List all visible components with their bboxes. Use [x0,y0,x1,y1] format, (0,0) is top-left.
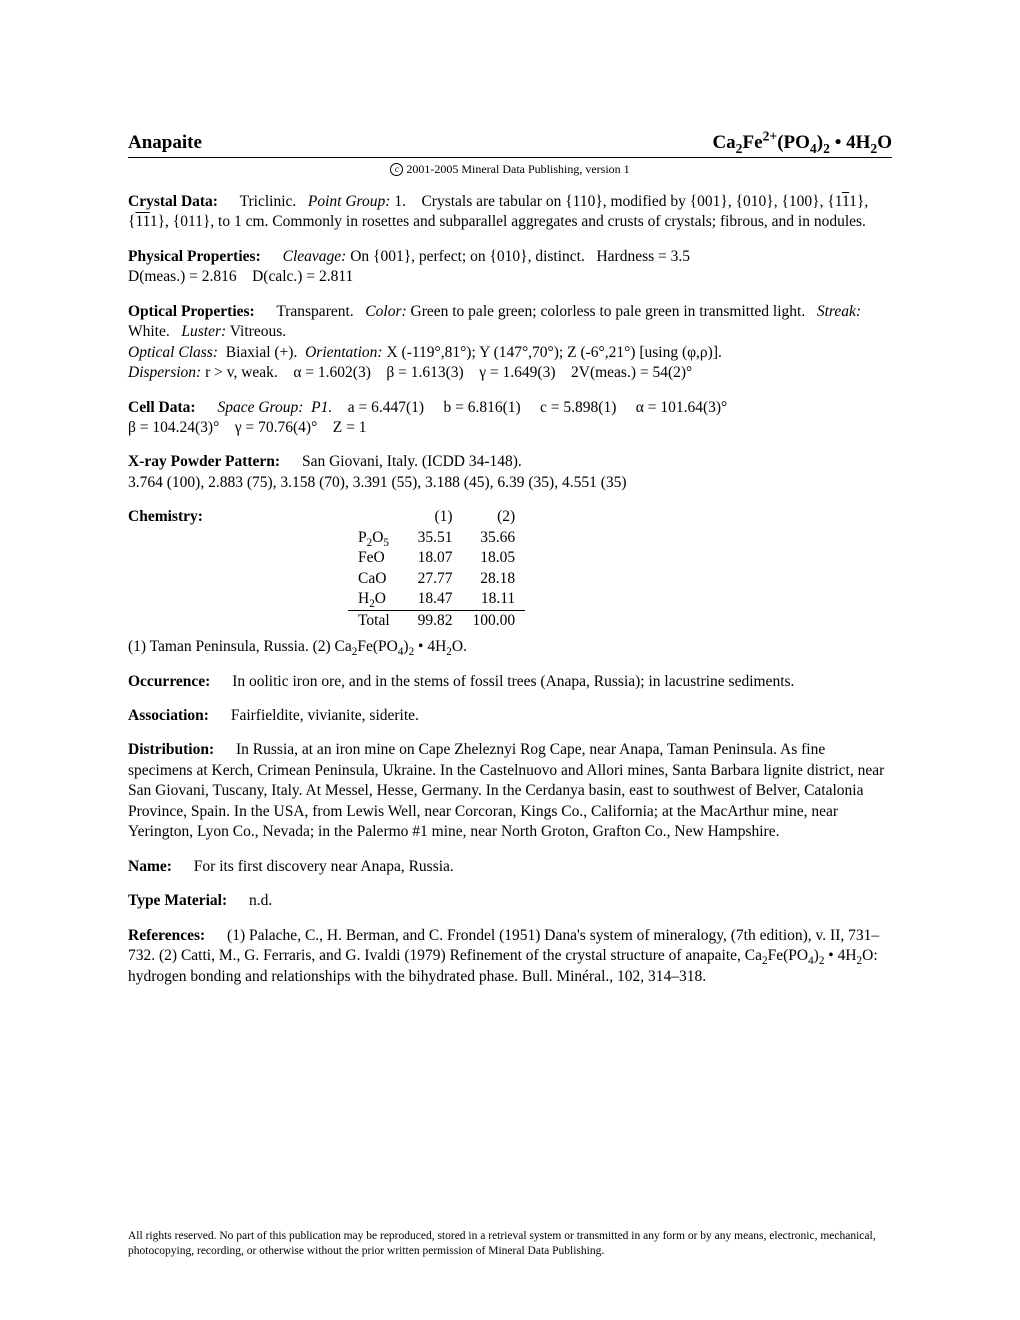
luster-label: Luster: [181,323,226,340]
hardness: Hardness = 3.5 [596,248,690,265]
references-block: References: (1) Palache, C., H. Berman, … [128,926,892,987]
occurrence-block: Occurrence: In oolitic iron ore, and in … [128,672,892,692]
references-text: (1) Palache, C., H. Berman, and C. Frond… [128,927,879,985]
cell-c: c = 5.898(1) [540,399,616,416]
streak-label: Streak: [817,303,861,320]
xray-lines: 3.764 (100), 2.883 (75), 3.158 (70), 3.3… [128,474,627,491]
color-label: Color: [365,303,406,320]
optical-class-label: Optical Class: [128,344,218,361]
two-v: 2V(meas.) = 54(2)° [571,364,692,381]
table-row: H2O 18.47 18.11 [348,589,525,610]
references-label: References: [128,927,205,944]
type-material-block: Type Material: n.d. [128,891,892,911]
col-1: (1) [408,507,463,527]
name-text: For its first discovery near Anapa, Russ… [194,858,454,875]
crystal-system: Triclinic. [240,193,297,210]
cleavage-value: On {001}, perfect; on {010}, distinct. [350,248,585,265]
physical-properties-block: Physical Properties: Cleavage: On {001},… [128,247,892,288]
xray-block: X-ray Powder Pattern: San Giovani, Italy… [128,452,892,493]
title-bar: Anapaite Ca2Fe2+(PO4)2 • 4H2O [128,130,892,158]
table-row: CaO 27.77 28.18 [348,569,525,589]
name-label: Name: [128,858,172,875]
chemical-formula: Ca2Fe2+(PO4)2 • 4H2O [712,130,892,155]
mineral-name: Anapaite [128,130,202,155]
chemistry-table: (1) (2) P2O5 35.51 35.66 FeO 18.07 18.05… [348,507,525,631]
distribution-label: Distribution: [128,741,214,758]
cell-a: a = 6.447(1) [348,399,424,416]
type-material-text: n.d. [249,892,272,909]
cell-alpha: α = 101.64(3)° [636,399,728,416]
crystal-data-block: Crystal Data: Triclinic. Point Group: 1.… [128,192,892,233]
distribution-text: In Russia, at an iron mine on Cape Zhele… [128,741,884,840]
point-group: 1. [394,193,406,210]
footer-rights: All rights reserved. No part of this pub… [128,1229,892,1258]
color-value: Green to pale green; colorless to pale g… [411,303,806,320]
association-label: Association: [128,707,209,724]
cell-z: Z = 1 [333,419,367,436]
page: Anapaite Ca2Fe2+(PO4)2 • 4H2O c 2001-200… [0,0,1020,1320]
xray-locality: San Giovani, Italy. (ICDD 34-148). [302,453,522,470]
transparency: Transparent. [276,303,353,320]
point-group-label: Point Group: [308,193,391,210]
cell-label: Cell Data: [128,399,196,416]
table-header-row: (1) (2) [348,507,525,527]
orientation-value: X (-119°,81°); Y (147°,70°); Z (-6°,21°)… [386,344,721,361]
xray-label: X-ray Powder Pattern: [128,453,280,470]
occurrence-label: Occurrence: [128,673,210,690]
chemistry-label: Chemistry: [128,507,348,527]
table-row: P2O5 35.51 35.66 [348,528,525,548]
spacegroup-label: Space Group: [217,399,303,416]
gamma: γ = 1.649(3) [479,364,555,381]
chemistry-footnote: (1) Taman Peninsula, Russia. (2) Ca2Fe(P… [128,637,892,657]
crystal-data-label: Crystal Data: [128,193,218,210]
copyright-line: c 2001-2005 Mineral Data Publishing, ver… [128,162,892,178]
d-calc: D(calc.) = 2.811 [252,268,353,285]
copyright-icon: c [390,163,403,176]
spacegroup-value: P1. [311,399,332,416]
association-block: Association: Fairfieldite, vivianite, si… [128,706,892,726]
table-total-row: Total 99.82 100.00 [348,610,525,631]
physical-label: Physical Properties: [128,248,261,265]
alpha: α = 1.602(3) [293,364,371,381]
optical-properties-block: Optical Properties: Transparent. Color: … [128,302,892,384]
col-2: (2) [463,507,526,527]
cell-data-block: Cell Data: Space Group: P1. a = 6.447(1)… [128,398,892,439]
d-meas: D(meas.) = 2.816 [128,268,237,285]
beta: β = 1.613(3) [386,364,463,381]
luster-value: Vitreous. [230,323,286,340]
copyright-text: 2001-2005 Mineral Data Publishing, versi… [406,162,629,176]
cell-b: b = 6.816(1) [443,399,520,416]
cell-gamma: γ = 70.76(4)° [235,419,318,436]
dispersion-label: Dispersion: [128,364,201,381]
cleavage-label: Cleavage: [283,248,347,265]
cell-beta: β = 104.24(3)° [128,419,219,436]
association-text: Fairfieldite, vivianite, siderite. [231,707,419,724]
streak-value: White. [128,323,170,340]
dispersion-value: r > v, weak. [205,364,278,381]
type-material-label: Type Material: [128,892,227,909]
table-row: FeO 18.07 18.05 [348,548,525,568]
chemistry-block: Chemistry: (1) (2) P2O5 35.51 35.66 FeO … [128,507,892,631]
orientation-label: Orientation: [305,344,383,361]
optical-class-value: Biaxial (+). [226,344,298,361]
occurrence-text: In oolitic iron ore, and in the stems of… [232,673,794,690]
name-block: Name: For its first discovery near Anapa… [128,857,892,877]
distribution-block: Distribution: In Russia, at an iron mine… [128,740,892,842]
optical-label: Optical Properties: [128,303,255,320]
